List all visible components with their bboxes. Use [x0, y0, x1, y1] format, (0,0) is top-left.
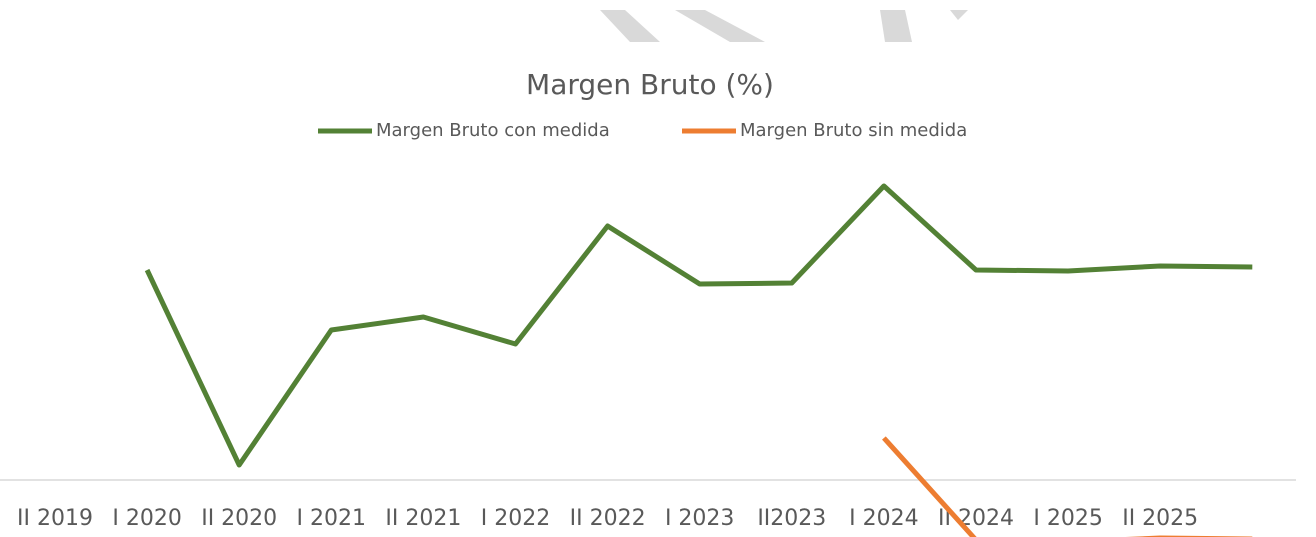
x-tick-label: II 2025 [1122, 506, 1198, 531]
legend-label: Margen Bruto sin medida [740, 120, 967, 141]
x-tick-label: I 2024 [849, 506, 918, 531]
x-tick-label: II2023 [757, 506, 826, 531]
series-line [144, 183, 1253, 468]
x-tick-label: I 2022 [481, 506, 550, 531]
x-tick-label: II 2020 [201, 506, 277, 531]
x-tick-label: I 2021 [297, 506, 366, 531]
series-line [882, 436, 1253, 537]
x-tick-label: II 2019 [17, 506, 93, 531]
x-tick-label: II 2022 [570, 506, 646, 531]
x-tick-label: I 2025 [1033, 506, 1102, 531]
x-tick-label: I 2023 [665, 506, 734, 531]
watermark [600, 10, 968, 42]
legend-label: Margen Bruto con medida [376, 120, 610, 141]
chart-title: Margen Bruto (%) [526, 68, 774, 101]
x-tick-label: II 2021 [385, 506, 461, 531]
x-tick-label: I 2020 [112, 506, 181, 531]
